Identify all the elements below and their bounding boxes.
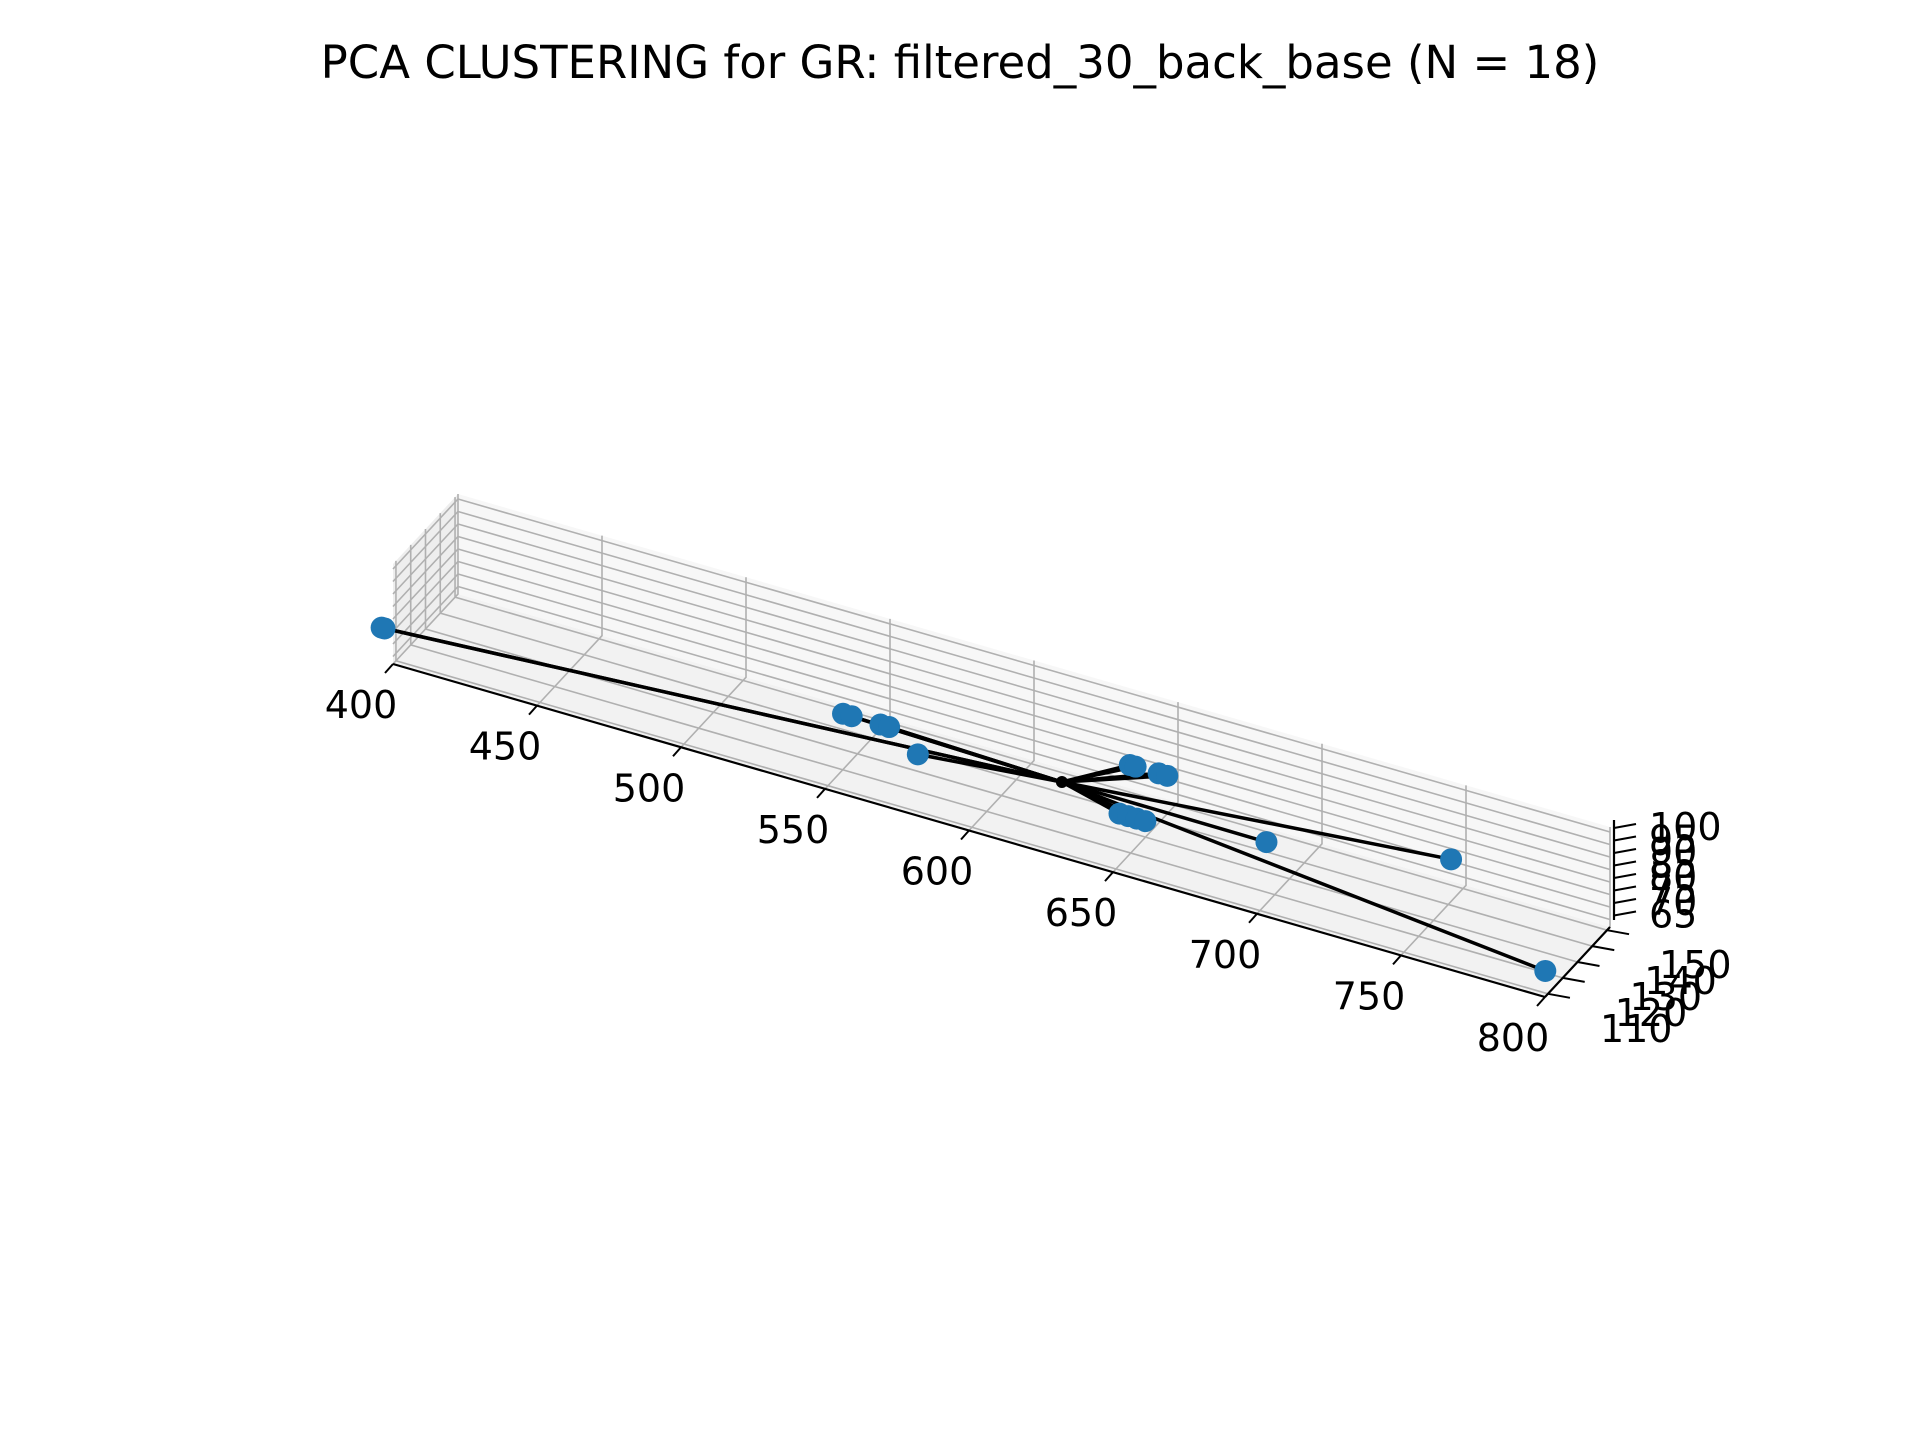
z-tick-mark — [1613, 823, 1637, 829]
y-tick-mark — [1577, 961, 1600, 967]
y-tick-label-140: 140 — [1644, 959, 1717, 1003]
z-tick-mark — [1613, 873, 1637, 879]
z-tick-label-90: 90 — [1649, 830, 1697, 874]
y-tick-mark — [1592, 945, 1615, 952]
z-gridline — [392, 498, 1611, 833]
x-tick-label-400: 400 — [325, 683, 398, 727]
data-point — [1440, 848, 1463, 871]
x-tick-mark — [960, 829, 970, 841]
centroid-point — [1055, 775, 1068, 788]
data-point — [370, 616, 393, 639]
x-tick-mark — [384, 663, 394, 674]
x-tick-label-800: 800 — [1477, 1016, 1550, 1060]
x-tick-label-600: 600 — [901, 850, 974, 894]
data-points — [370, 616, 1557, 982]
x-tick-mark — [1392, 954, 1402, 966]
data-point — [906, 743, 929, 766]
z-axis — [1612, 820, 1637, 920]
y-gridline — [439, 513, 1593, 947]
x-tick-mark — [1248, 913, 1258, 924]
z-gridline — [392, 510, 1611, 846]
z-gridline — [392, 535, 1611, 871]
cluster-edge — [888, 725, 1063, 784]
y-tick-mark — [1547, 992, 1571, 999]
z-tick-mark — [1613, 835, 1637, 842]
z-tick-label-100: 100 — [1649, 805, 1722, 849]
cluster-edge — [381, 625, 1063, 784]
data-point — [1534, 959, 1557, 982]
x-axis — [384, 662, 1546, 1007]
z-tick-mark — [1613, 898, 1637, 904]
z-gridline — [392, 523, 1611, 858]
x-gridline — [1400, 785, 1467, 956]
z-tick-label-95: 95 — [1649, 818, 1697, 862]
x-tick-label-550: 550 — [757, 808, 830, 852]
x-gridline — [1256, 743, 1323, 915]
x-gridline — [1112, 702, 1179, 873]
x-tick-mark — [816, 788, 826, 799]
z-tick-mark — [1613, 910, 1637, 917]
data-point — [1255, 831, 1278, 854]
data-point — [1134, 810, 1157, 833]
y-tick-label-110: 110 — [1600, 1007, 1673, 1051]
y-axis — [1544, 926, 1630, 999]
data-point — [1124, 755, 1147, 778]
y-gridline — [395, 560, 1549, 995]
z-tick-label-65: 65 — [1649, 893, 1697, 937]
x-tick-label-450: 450 — [469, 725, 542, 769]
x-tick-labels: 400 450 500 550 600 650 700 750 800 — [325, 683, 1550, 1060]
x-gridline — [680, 577, 747, 748]
cluster-edge — [1061, 780, 1267, 844]
y-tick-labels: 110 120 130 140 150 — [1600, 943, 1732, 1051]
x-tick-label-650: 650 — [1045, 891, 1118, 935]
x-tick-mark — [528, 704, 538, 716]
x-tick-mark — [672, 746, 682, 757]
z-gridline — [392, 573, 1611, 908]
data-point — [878, 716, 901, 739]
y-gridline — [409, 544, 1563, 979]
z-gridline — [392, 548, 1611, 883]
y-tick-mark — [1606, 929, 1630, 936]
x-gridline — [968, 660, 1035, 832]
z-tick-label-70: 70 — [1649, 880, 1697, 924]
x-tick-mark — [1104, 871, 1114, 882]
z-tick-mark — [1613, 860, 1637, 867]
x-tick-label-500: 500 — [613, 766, 686, 810]
z-tick-mark — [1613, 885, 1637, 892]
chart-title: PCA CLUSTERING for GR: filtered_30_back_… — [321, 36, 1600, 89]
z-gridline — [392, 560, 1611, 896]
x-gridline — [536, 535, 603, 707]
x-tick-label-700: 700 — [1189, 933, 1262, 977]
y-gridline — [424, 529, 1578, 963]
z-tick-mark — [1613, 848, 1637, 854]
z-tick-label-80: 80 — [1649, 855, 1697, 899]
z-tick-label-85: 85 — [1649, 843, 1697, 887]
x-gridline — [392, 494, 459, 665]
z-tick-labels: 65 70 75 80 85 90 95 100 — [1649, 805, 1722, 937]
cluster-edge — [1061, 780, 1452, 862]
y-tick-label-150: 150 — [1659, 943, 1732, 987]
y-tick-label-130: 130 — [1630, 975, 1703, 1019]
y-gridline — [454, 497, 1608, 931]
z-tick-label-75: 75 — [1649, 868, 1697, 912]
y-tick-mark — [1562, 976, 1585, 983]
data-point — [840, 705, 863, 728]
x-tick-label-750: 750 — [1333, 974, 1406, 1018]
y-tick-label-120: 120 — [1615, 991, 1688, 1035]
x-tick-mark — [1536, 996, 1546, 1007]
z-gridline — [392, 585, 1611, 921]
data-point — [1156, 764, 1179, 787]
